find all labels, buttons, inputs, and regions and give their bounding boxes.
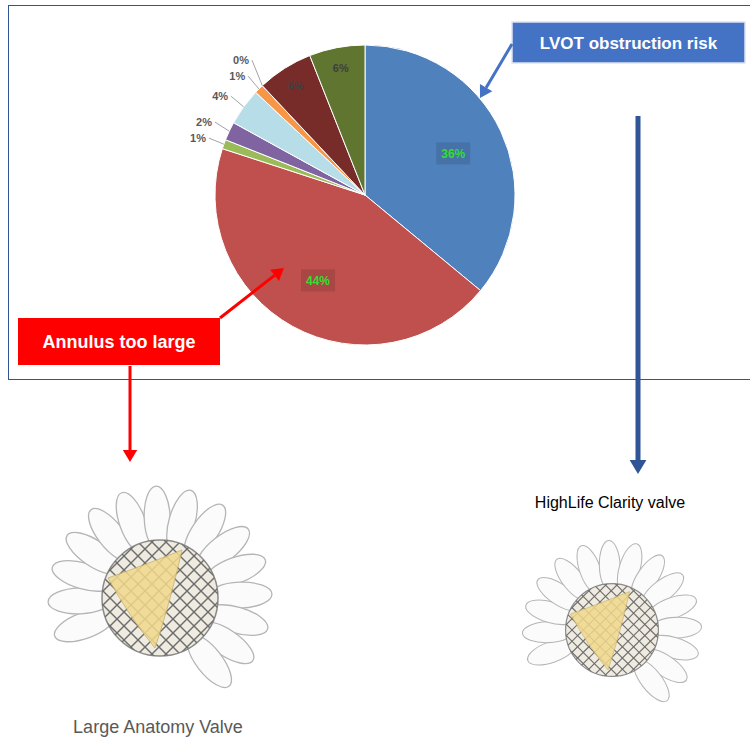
svg-text:Annulus too large: Annulus too large — [43, 332, 196, 352]
svg-text:6%: 6% — [288, 80, 304, 92]
svg-text:Large Anatomy Valve: Large Anatomy Valve — [73, 717, 243, 737]
svg-text:LVOT obstruction risk: LVOT obstruction risk — [540, 34, 718, 53]
svg-text:6%: 6% — [333, 62, 349, 74]
svg-text:4%: 4% — [212, 90, 228, 102]
svg-text:0%: 0% — [233, 54, 249, 66]
svg-text:1%: 1% — [190, 132, 206, 144]
svg-text:HighLife Clarity valve: HighLife Clarity valve — [535, 494, 685, 511]
svg-text:2%: 2% — [196, 116, 212, 128]
svg-text:36%: 36% — [441, 147, 465, 161]
svg-text:44%: 44% — [306, 274, 330, 288]
svg-text:1%: 1% — [229, 70, 245, 82]
